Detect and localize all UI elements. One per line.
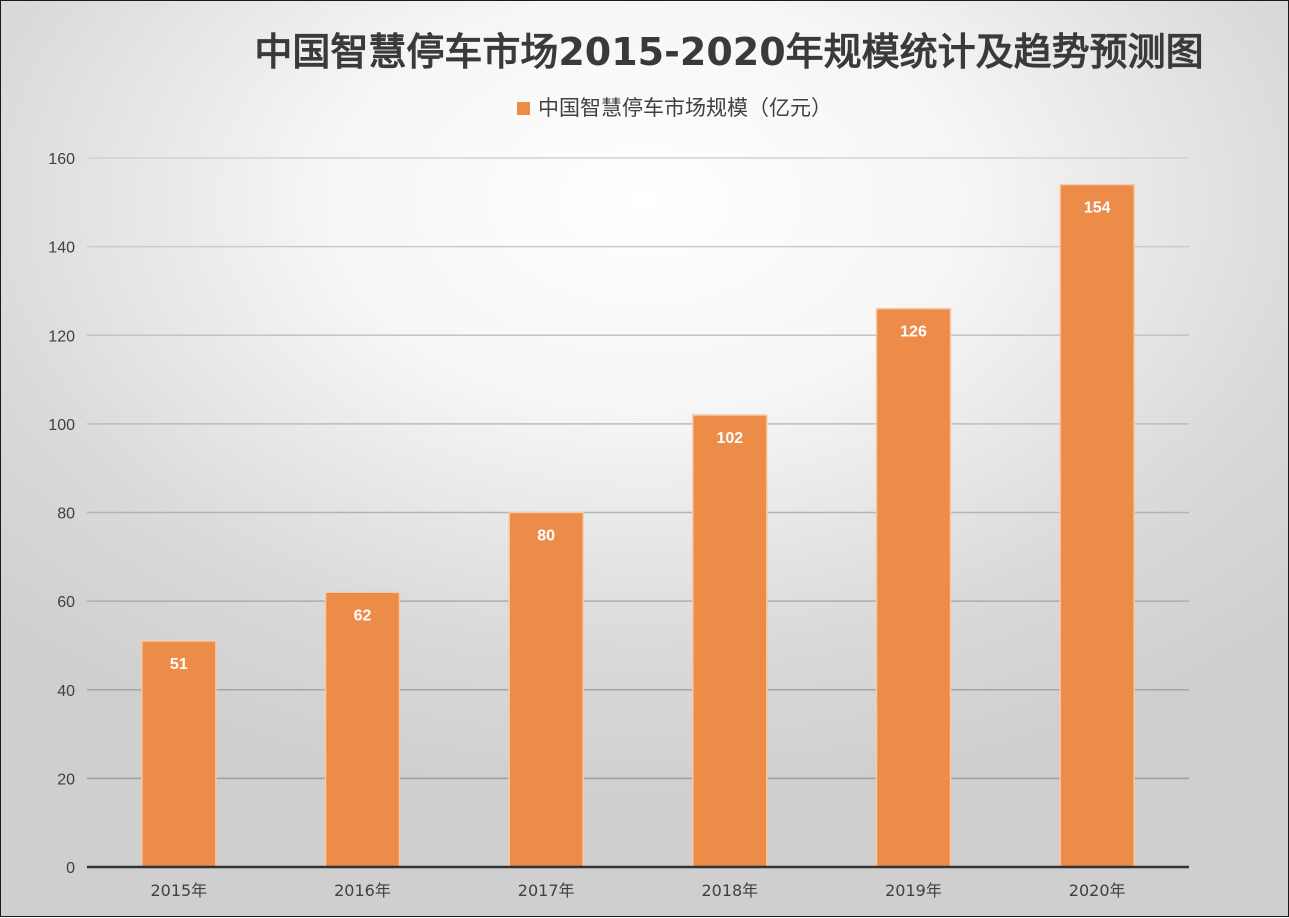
- chart-title: 中国智慧停车市场2015-2020年规模统计及趋势预测图: [254, 30, 1203, 74]
- bar: [1059, 183, 1135, 868]
- bars: [141, 183, 1135, 868]
- y-tick-label: 160: [48, 151, 75, 168]
- y-axis-ticks: 0 20 40 60 80 100 120 140 160: [48, 151, 75, 877]
- data-label: 154: [1084, 200, 1111, 217]
- data-label: 102: [716, 430, 743, 447]
- y-tick-label: 60: [57, 594, 75, 611]
- legend-swatch: [517, 102, 530, 115]
- y-tick-label: 120: [48, 328, 75, 345]
- y-tick-label: 0: [66, 860, 75, 877]
- legend: 中国智慧停车市场规模（亿元）: [517, 96, 832, 120]
- data-label: 80: [537, 528, 555, 545]
- data-label: 126: [900, 324, 927, 341]
- x-axis-ticks: 2015年 2016年 2017年 2018年 2019年 2020年: [150, 881, 1125, 900]
- x-tick-label: 2017年: [518, 881, 575, 900]
- bar: [875, 307, 952, 868]
- y-tick-label: 140: [48, 240, 75, 257]
- bar: [141, 640, 217, 868]
- y-tick-label: 20: [57, 771, 75, 788]
- data-labels: 51 62 80 102 126 154: [170, 200, 1111, 673]
- y-tick-label: 100: [48, 417, 75, 434]
- data-label: 51: [170, 656, 188, 673]
- bar: [508, 511, 584, 868]
- x-tick-label: 2019年: [885, 881, 942, 900]
- bar: [692, 414, 768, 868]
- y-tick-label: 80: [57, 506, 75, 523]
- y-tick-label: 40: [57, 683, 75, 700]
- x-tick-label: 2020年: [1069, 881, 1126, 900]
- legend-label: 中国智慧停车市场规模（亿元）: [538, 96, 832, 120]
- bar: [324, 591, 401, 868]
- x-tick-label: 2016年: [334, 881, 391, 900]
- gridlines: [87, 157, 1189, 780]
- x-tick-label: 2018年: [701, 881, 758, 900]
- data-label: 62: [354, 607, 372, 624]
- x-tick-label: 2015年: [150, 881, 207, 900]
